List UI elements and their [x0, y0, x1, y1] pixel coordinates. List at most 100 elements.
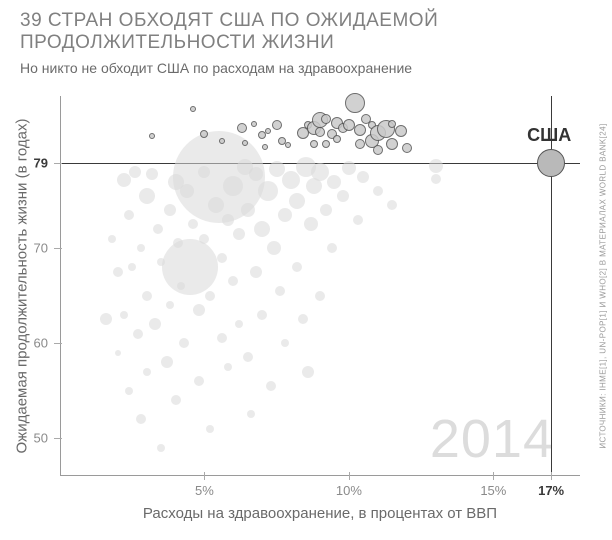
bubble-above	[355, 139, 365, 149]
chart-page: 39 СТРАН ОБХОДЯТ США ПО ОЖИДАЕМОЙ ПРОДОЛ…	[0, 0, 612, 540]
bubble-above	[310, 140, 318, 148]
bubble-above	[285, 142, 291, 148]
bubble-below	[281, 339, 289, 347]
bubble-above	[272, 120, 282, 130]
bubble-below	[289, 193, 305, 209]
bubble-below	[223, 176, 243, 196]
bubble-above	[388, 120, 396, 128]
bubble-below	[327, 243, 337, 253]
title-block: 39 СТРАН ОБХОДЯТ США ПО ОЖИДАЕМОЙ ПРОДОЛ…	[20, 10, 560, 76]
bubble-above	[149, 133, 155, 139]
bubble-below	[257, 310, 267, 320]
x-axis-label: Расходы на здравоохранение, в процентах …	[60, 505, 580, 522]
bubble-above	[237, 123, 247, 133]
x-tick	[349, 472, 350, 480]
bubble-below	[206, 425, 214, 433]
bubble-below	[137, 244, 145, 252]
y-tick	[54, 438, 62, 439]
bubble-above	[200, 130, 208, 138]
bubble-below	[133, 329, 143, 339]
bubble-below	[194, 376, 204, 386]
bubble-above	[219, 138, 225, 144]
bubble-below	[298, 314, 308, 324]
usa-label: США	[527, 125, 571, 146]
source-container: ИСТОЧНИКИ: IHME[1], UN-POP[1] И WHO[2] В…	[596, 96, 610, 476]
bubble-below	[266, 381, 276, 391]
y-axis-label: Ожидаемая продолжительность жизни (в год…	[14, 119, 31, 454]
bubble-below	[164, 204, 176, 216]
bubble-below	[108, 235, 116, 243]
x-tick	[551, 472, 552, 480]
bubble-below	[193, 304, 205, 316]
bubble-below	[373, 186, 383, 196]
bubble-above	[402, 143, 412, 153]
bubble-below	[124, 210, 134, 220]
y-axis-label-container: Ожидаемая продолжительность жизни (в год…	[12, 96, 32, 476]
bubble-below	[302, 366, 314, 378]
x-tick-label: 5%	[195, 483, 214, 498]
bubble-below	[247, 410, 255, 418]
bubble-below	[120, 311, 128, 319]
bubble-below	[222, 214, 234, 226]
bubble-below	[162, 239, 218, 295]
bubble-above	[345, 93, 365, 113]
bubble-below	[431, 174, 441, 184]
bubble-below	[217, 253, 227, 263]
bubble-below	[115, 350, 121, 356]
bubble-below	[171, 395, 181, 405]
x-tick-label: 10%	[336, 483, 362, 498]
chart-subtitle: Но никто не обходит США по расходам на з…	[20, 60, 560, 76]
bubble-below	[217, 333, 227, 343]
bubble-below	[224, 363, 232, 371]
bubble-above	[190, 106, 196, 112]
bubble-below	[320, 204, 332, 216]
y-tick	[54, 248, 62, 249]
bubble-below	[292, 262, 302, 272]
bubble-below	[153, 224, 163, 234]
bubble-below	[311, 163, 329, 181]
bubble-below	[429, 159, 443, 173]
bubble-below	[188, 219, 198, 229]
bubble-above	[321, 114, 331, 124]
bubble-usa	[537, 149, 565, 177]
bubble-below	[128, 263, 136, 271]
bubble-below	[233, 228, 245, 240]
bubble-below	[228, 276, 238, 286]
bubble-below	[278, 208, 292, 222]
y-tick	[54, 163, 62, 164]
bubble-below	[235, 320, 243, 328]
x-tick-label: 15%	[480, 483, 506, 498]
bubble-below	[117, 173, 131, 187]
bubble-below	[304, 217, 318, 231]
bubble-above	[354, 124, 366, 136]
bubble-above	[262, 144, 268, 150]
plot-area: 2014 5%10%15%17%50607079США	[60, 96, 580, 476]
bubble-below	[337, 190, 349, 202]
bubble-above	[315, 127, 325, 137]
bubble-above	[373, 145, 383, 155]
bubble-above	[386, 138, 398, 150]
bubble-below	[129, 166, 141, 178]
x-tick	[204, 472, 205, 480]
bubble-below	[146, 168, 158, 180]
bubble-below	[241, 203, 255, 217]
bubble-below	[267, 241, 281, 255]
y-tick-label: 50	[34, 431, 48, 446]
bubble-below	[342, 161, 356, 175]
bubble-above	[265, 128, 271, 134]
x-tick	[493, 472, 494, 480]
bubble-above	[251, 121, 257, 127]
x-axis-line	[60, 475, 580, 476]
bubble-below	[353, 215, 363, 225]
bubble-below	[149, 318, 161, 330]
bubble-below	[143, 368, 151, 376]
bubble-below	[161, 356, 173, 368]
bubble-below	[249, 167, 263, 181]
chart-title-line2: ПРОДОЛЖИТЕЛЬНОСТИ ЖИЗНИ	[20, 32, 560, 54]
bubble-below	[250, 266, 262, 278]
bubble-below	[387, 200, 397, 210]
y-tick-label: 79	[34, 155, 48, 170]
y-tick-label: 70	[34, 241, 48, 256]
bubble-below	[243, 352, 253, 362]
chart-title-line1: 39 СТРАН ОБХОДЯТ США ПО ОЖИДАЕМОЙ	[20, 10, 560, 32]
